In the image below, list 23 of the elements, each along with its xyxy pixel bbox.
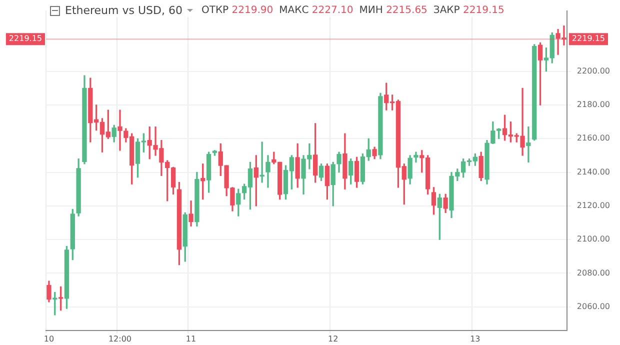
candlestick <box>260 142 264 183</box>
x-tick-label: 12 <box>328 334 338 344</box>
y-tick-label: 2120.00 <box>576 201 610 210</box>
text: 2219.15 <box>572 34 606 44</box>
chart-title: Ethereum vs USD, 60 <box>65 4 182 17</box>
candlestick <box>414 152 418 163</box>
y-tick-label: 2100.00 <box>576 234 610 244</box>
y-tick-label: 2180.00 <box>576 100 610 110</box>
annotation: ОТКР 2219.90 <box>201 5 274 16</box>
candlestick <box>526 126 531 163</box>
x-tick-label: 10 <box>44 334 54 344</box>
annotation: МАКС 2227.10 <box>279 5 354 16</box>
y-tick-label: 2080.00 <box>576 268 610 278</box>
ref-line-label: 2219.15 <box>8 34 42 44</box>
annotation: МИН 2215.65 <box>359 5 428 16</box>
x-tick-label: 13 <box>470 334 480 344</box>
y-tick-label: 2140.00 <box>576 167 610 176</box>
annotation: ЗАКР 2219.15 <box>433 5 504 16</box>
x-tick-label: 12:00 <box>108 334 132 344</box>
y-tick-label: 2060.00 <box>576 302 610 311</box>
y-tick-label: 2200.00 <box>576 66 610 76</box>
y-tick-label: 2160.00 <box>576 134 610 143</box>
x-tick-label: 11 <box>186 334 196 344</box>
